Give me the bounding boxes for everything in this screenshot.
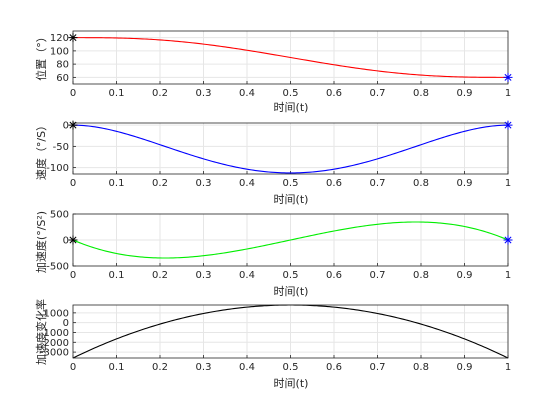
acceleration-ytick-label-2: 500 <box>50 210 69 221</box>
acceleration-xtick-label-1: 0.1 <box>109 270 125 281</box>
jerk-xtick-label-6: 0.6 <box>326 362 342 373</box>
jerk-xtick-label-7: 0.7 <box>370 362 386 373</box>
xlabel-acceleration: 时间(t) <box>274 285 309 298</box>
jerk-xtick-label-2: 0.2 <box>152 362 168 373</box>
velocity-xtick-label-3: 0.3 <box>196 178 212 189</box>
acceleration-xtick-label-8: 0.8 <box>413 270 429 281</box>
position-start-marker-stroke-3 <box>69 34 77 42</box>
position-ytick-label-2: 100 <box>50 46 69 57</box>
jerk-ytick-label-1: -2000 <box>40 338 69 349</box>
jerk-xtick-label-9: 0.9 <box>457 362 473 373</box>
jerk-xtick-label-0: 0 <box>70 362 76 373</box>
position-ytick-label-3: 120 <box>50 33 69 44</box>
acceleration-xtick-label-2: 0.2 <box>152 270 168 281</box>
acceleration-xtick-label-5: 0.5 <box>283 270 299 281</box>
acceleration-start-marker-stroke-3 <box>69 236 77 244</box>
velocity-ytick-label-0: -100 <box>46 163 69 174</box>
velocity-xtick-label-4: 0.4 <box>239 178 255 189</box>
jerk-ytick-label-4: 1000 <box>44 308 69 319</box>
jerk-ytick-label-3: 0 <box>63 318 69 329</box>
jerk-xtick-label-5: 0.5 <box>283 362 299 373</box>
position-ytick-label-0: 60 <box>56 73 69 84</box>
jerk-xtick-label-4: 0.4 <box>239 362 255 373</box>
xlabel-position: 时间(t) <box>274 101 309 114</box>
ylabel-jerk: 加速度变化率 <box>34 299 48 365</box>
velocity-start-marker-stroke-3 <box>69 121 77 129</box>
acceleration-xtick-label-4: 0.4 <box>239 270 255 281</box>
ylabel-acceleration: 加速度(°/S²) <box>34 211 48 273</box>
velocity-ytick-label-2: 0 <box>63 121 69 132</box>
acceleration-start-marker <box>68 235 78 245</box>
jerk-xtick-label-1: 0.1 <box>109 362 125 373</box>
acceleration-xtick-label-7: 0.7 <box>370 270 386 281</box>
position-xtick-label-2: 0.2 <box>152 88 168 99</box>
position-axes-box <box>72 30 509 85</box>
subplot-velocity: 0 0.1 0.2 0.3 0.4 0.5 0.6 0.7 0.8 0.9 1 -100 -50 0 <box>46 120 513 189</box>
jerk-xtick-label-8: 0.8 <box>413 362 429 373</box>
position-xtick-label-6: 0.6 <box>326 88 342 99</box>
acceleration-xtick-label-0: 0 <box>70 270 76 281</box>
position-xtick-label-7: 0.7 <box>370 88 386 99</box>
subplot-position: 0 0.1 0.2 0.3 0.4 0.5 0.6 0.7 0.8 0.9 1 60 80 100 120 <box>50 30 513 99</box>
acceleration-ytick-label-0: -500 <box>46 262 69 273</box>
xlabel-velocity: 时间(t) <box>274 193 309 206</box>
velocity-series-line <box>72 124 509 174</box>
jerk-ytick-label-0: -3000 <box>40 348 69 359</box>
velocity-end-marker <box>503 120 513 130</box>
acceleration-xtick-label-3: 0.3 <box>196 270 212 281</box>
subplot-jerk: 0 0.1 0.2 0.3 0.4 0.5 0.6 0.7 0.8 0.9 1 -3000-2000-… <box>40 304 511 373</box>
position-xtick-label-8: 0.8 <box>413 88 429 99</box>
position-xtick-label-0: 0 <box>70 88 76 99</box>
position-end-marker <box>503 72 513 82</box>
ylabel-velocity: 速度（°/S） <box>34 120 48 180</box>
xlabel-jerk: 时间(t) <box>274 377 309 390</box>
position-xtick-label-4: 0.4 <box>239 88 255 99</box>
velocity-xtick-label-8: 0.8 <box>413 178 429 189</box>
acceleration-ytick-label-1: 0 <box>63 236 69 247</box>
position-xtick-label-5: 0.5 <box>283 88 299 99</box>
acceleration-xtick-label-9: 0.9 <box>457 270 473 281</box>
velocity-xtick-label-7: 0.7 <box>370 178 386 189</box>
velocity-xtick-label-6: 0.6 <box>326 178 342 189</box>
velocity-xtick-label-9: 0.9 <box>457 178 473 189</box>
position-ytick-label-1: 80 <box>56 60 69 71</box>
acceleration-xtick-label-6: 0.6 <box>326 270 342 281</box>
acceleration-xtick-label-10: 1 <box>505 270 511 281</box>
jerk-ytick-label-2: -1000 <box>40 328 69 339</box>
velocity-axes-box <box>72 122 509 175</box>
velocity-xtick-label-1: 0.1 <box>109 178 125 189</box>
position-xtick-label-10: 1 <box>505 88 511 99</box>
velocity-xtick-label-0: 0 <box>70 178 76 189</box>
position-xtick-label-1: 0.1 <box>109 88 125 99</box>
acceleration-end-marker <box>503 235 513 245</box>
jerk-xtick-label-3: 0.3 <box>196 362 212 373</box>
jerk-axes-box <box>72 304 509 359</box>
position-end-marker-stroke-3 <box>504 73 512 81</box>
velocity-xtick-label-2: 0.2 <box>152 178 168 189</box>
position-xtick-label-3: 0.3 <box>196 88 212 99</box>
acceleration-series-line <box>72 221 509 259</box>
velocity-start-marker <box>68 120 78 130</box>
position-xtick-label-9: 0.9 <box>457 88 473 99</box>
velocity-xtick-label-5: 0.5 <box>283 178 299 189</box>
jerk-xtick-label-10: 1 <box>505 362 511 373</box>
velocity-ytick-label-1: -50 <box>53 142 69 153</box>
position-series-line <box>73 37 509 78</box>
velocity-xtick-label-10: 1 <box>505 178 511 189</box>
acceleration-end-marker-stroke-3 <box>504 236 512 244</box>
ylabel-position: 位置（°） <box>34 31 48 81</box>
velocity-end-marker-stroke-3 <box>504 121 512 129</box>
position-start-marker <box>68 33 78 43</box>
